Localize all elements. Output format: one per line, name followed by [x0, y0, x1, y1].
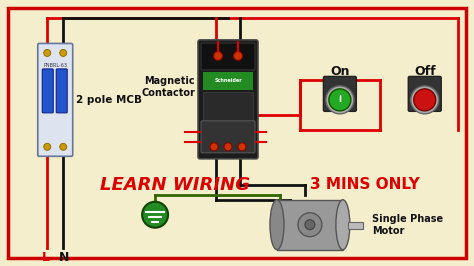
Bar: [203, 72, 253, 90]
Circle shape: [326, 86, 354, 114]
Circle shape: [60, 49, 67, 56]
Ellipse shape: [270, 200, 284, 250]
Circle shape: [329, 89, 351, 111]
FancyBboxPatch shape: [201, 121, 255, 153]
FancyBboxPatch shape: [323, 76, 356, 111]
Circle shape: [414, 89, 436, 111]
Bar: [277, 200, 282, 250]
FancyBboxPatch shape: [201, 43, 255, 70]
Text: LEARN WIRING: LEARN WIRING: [100, 176, 250, 194]
Text: PNBRL-63: PNBRL-63: [43, 63, 67, 74]
Bar: [301, 200, 306, 250]
Circle shape: [224, 143, 232, 151]
Text: Magnetic
Contactor: Magnetic Contactor: [141, 76, 195, 98]
Bar: [348, 222, 363, 229]
Text: I: I: [338, 95, 341, 104]
Circle shape: [411, 86, 439, 114]
Text: N: N: [59, 251, 69, 264]
Circle shape: [60, 143, 67, 150]
Text: 2 pole MCB: 2 pole MCB: [76, 95, 142, 105]
Circle shape: [44, 143, 51, 150]
Circle shape: [213, 51, 222, 60]
FancyBboxPatch shape: [56, 69, 67, 113]
Circle shape: [44, 49, 51, 56]
Circle shape: [305, 220, 315, 230]
Bar: [277, 200, 343, 250]
FancyBboxPatch shape: [42, 69, 53, 113]
Ellipse shape: [336, 200, 350, 250]
Text: On: On: [330, 65, 350, 78]
Circle shape: [234, 51, 243, 60]
Text: 3 MINS ONLY: 3 MINS ONLY: [310, 177, 419, 192]
FancyBboxPatch shape: [408, 76, 441, 111]
Text: L: L: [42, 251, 50, 264]
Bar: [203, 92, 253, 120]
Text: Off: Off: [414, 65, 436, 78]
Bar: [295, 200, 300, 250]
FancyBboxPatch shape: [38, 43, 73, 156]
Text: Single Phase
Motor: Single Phase Motor: [372, 214, 443, 235]
Text: Schneider: Schneider: [214, 78, 242, 84]
Bar: [289, 200, 294, 250]
Circle shape: [238, 143, 246, 151]
Circle shape: [210, 143, 218, 151]
Circle shape: [298, 213, 322, 237]
Circle shape: [142, 202, 168, 228]
FancyBboxPatch shape: [198, 40, 258, 159]
Bar: [283, 200, 288, 250]
